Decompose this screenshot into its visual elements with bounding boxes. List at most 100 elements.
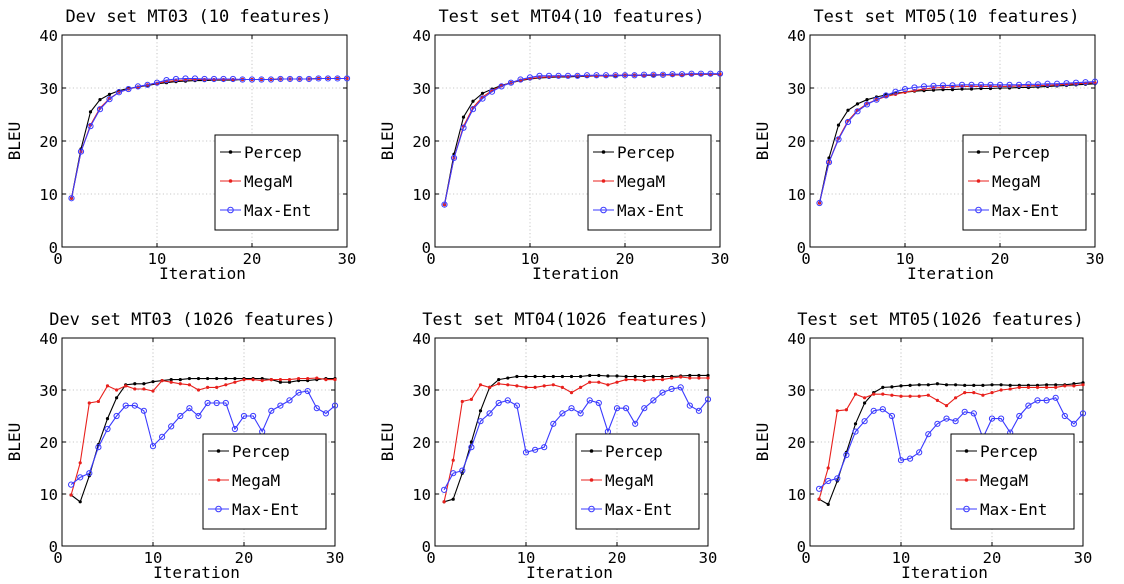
data-point — [169, 380, 173, 384]
legend-label: Percep — [992, 143, 1050, 162]
y-tick-label: 30 — [39, 80, 58, 98]
data-point — [78, 461, 82, 465]
data-point — [295, 389, 302, 396]
data-point — [861, 418, 868, 425]
data-point — [69, 196, 74, 200]
data-point — [679, 375, 683, 379]
data-point — [706, 373, 710, 378]
data-point — [954, 396, 958, 400]
data-point — [542, 384, 546, 388]
data-point — [863, 101, 871, 108]
y-tick-label: 40 — [412, 27, 431, 45]
data-point — [488, 88, 496, 95]
x-tick-label: 30 — [1074, 549, 1093, 567]
data-point — [1063, 384, 1067, 388]
legend-marker — [601, 150, 606, 154]
data-point — [1006, 81, 1013, 88]
x-tick-label: 0 — [426, 549, 435, 567]
data-point — [169, 378, 173, 382]
legend-label: MegaM — [244, 172, 292, 191]
data-point — [296, 75, 303, 83]
data-point — [949, 82, 956, 89]
y-tick-label: 30 — [412, 80, 431, 98]
data-point — [944, 383, 949, 387]
data-point — [926, 383, 930, 387]
series-megam — [817, 383, 1085, 501]
series-line — [70, 77, 347, 199]
data-point — [595, 399, 602, 407]
legend-label: Percep — [232, 442, 290, 461]
data-point — [533, 385, 537, 389]
data-point — [968, 81, 975, 88]
y-tick-label: 20 — [412, 133, 431, 151]
data-point — [507, 79, 515, 86]
data-point — [825, 159, 833, 166]
data-point — [115, 396, 119, 400]
data-point — [113, 412, 120, 420]
data-point — [304, 387, 311, 395]
data-point — [925, 431, 932, 438]
data-point — [593, 72, 600, 79]
legend-box — [950, 433, 1075, 530]
legend-marker — [976, 150, 981, 154]
x-axis-label: Iteration — [532, 264, 619, 283]
x-tick-label: 20 — [983, 549, 1002, 567]
x-tick-label: 0 — [53, 549, 62, 567]
x-tick-label: 10 — [148, 250, 167, 268]
legend-marker — [215, 505, 222, 513]
data-point — [258, 76, 265, 83]
data-point — [213, 399, 220, 407]
x-tick-label: 20 — [616, 250, 635, 268]
chart-panel-6: Test set MT05(1026 features) 0 10 20 30 0 10 20… — [753, 310, 1092, 582]
data-point — [954, 383, 958, 387]
data-point — [242, 378, 246, 382]
data-point — [333, 378, 337, 382]
data-point — [836, 123, 841, 127]
data-point — [990, 391, 994, 395]
data-point — [442, 500, 446, 504]
chart-title: Dev set MT03 (10 features) — [65, 7, 331, 27]
data-point — [560, 385, 565, 389]
data-point — [105, 417, 110, 421]
data-point — [606, 374, 610, 378]
y-tick-label: 30 — [412, 382, 431, 400]
data-point — [513, 402, 521, 409]
legend-label: Percep — [605, 442, 663, 461]
data-point — [515, 384, 519, 388]
data-point — [324, 378, 328, 382]
data-point — [854, 108, 861, 115]
data-point — [642, 379, 646, 383]
data-point — [315, 376, 319, 380]
y-tick-label: 20 — [787, 133, 806, 151]
data-point — [695, 407, 703, 414]
data-point — [574, 72, 581, 79]
data-point — [825, 477, 832, 485]
y-tick-label: 30 — [787, 382, 806, 400]
data-point — [972, 383, 976, 387]
series-line — [443, 73, 720, 205]
data-point — [844, 408, 849, 412]
data-point — [1072, 79, 1080, 86]
data-point — [106, 96, 113, 103]
legend-label: MegaM — [232, 471, 280, 490]
data-point — [568, 405, 575, 412]
data-point — [697, 373, 701, 378]
data-point — [471, 99, 475, 103]
legend-label: Percep — [617, 143, 675, 162]
data-point — [569, 391, 574, 395]
data-point — [588, 373, 592, 378]
data-point — [577, 410, 584, 417]
series-megam — [69, 376, 337, 497]
legend-marker — [600, 206, 607, 214]
data-point — [186, 405, 193, 412]
data-point — [182, 75, 189, 82]
y-tick-label: 40 — [787, 27, 806, 45]
data-point — [322, 410, 329, 417]
data-point — [248, 76, 256, 83]
data-point — [650, 397, 657, 404]
data-point — [497, 382, 501, 386]
data-point — [551, 383, 555, 387]
data-point — [233, 376, 237, 381]
data-point — [697, 376, 701, 380]
